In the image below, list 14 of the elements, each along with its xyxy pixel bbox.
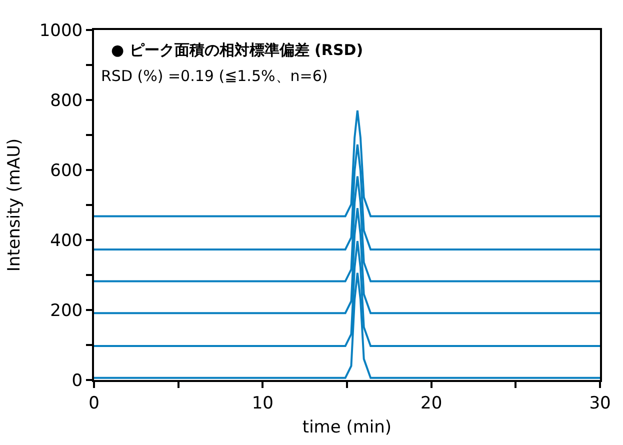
y-tick-label: 800 <box>50 90 83 111</box>
x-tick-label: 30 <box>589 393 611 414</box>
annotation: RSD (%) =0.19 (≦1.5%、n=6) <box>101 67 328 85</box>
y-tick-label: 400 <box>50 230 83 251</box>
x-tick-label: 0 <box>88 393 100 414</box>
x-tick-label: 20 <box>420 393 442 414</box>
y-tick-label: 600 <box>50 160 83 181</box>
y-tick-label: 0 <box>72 370 83 391</box>
x-axis-title: time (min) <box>302 417 392 438</box>
y-tick-label: 200 <box>50 300 83 321</box>
annotation: ● ピーク面積の相対標準偏差 (RSD) <box>111 41 364 59</box>
y-axis-title: Intensity (mAU) <box>4 138 24 272</box>
x-tick-label: 10 <box>252 393 274 414</box>
y-tick-label: 1000 <box>39 20 83 41</box>
